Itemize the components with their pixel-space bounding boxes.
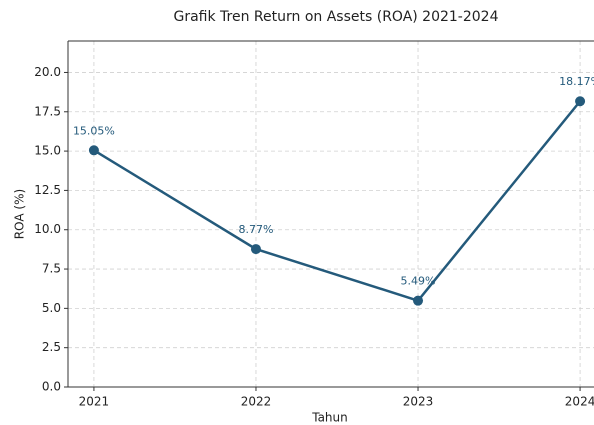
x-tick-label: 2023 [403, 395, 434, 409]
chart-title: Grafik Tren Return on Assets (ROA) 2021-… [173, 9, 498, 25]
data-label: 5.49% [401, 275, 436, 288]
data-label: 8.77% [238, 223, 273, 236]
marker [575, 96, 586, 107]
y-tick-label: 7.5 [42, 262, 61, 276]
data-label: 18.17% [559, 75, 594, 88]
y-tick-label: 0.0 [42, 380, 61, 394]
y-tick-label: 17.5 [34, 104, 61, 118]
marker [250, 244, 261, 255]
data-label: 15.05% [73, 124, 115, 137]
y-tick-label: 15.0 [34, 144, 61, 158]
y-axis-label: ROA (%) [13, 189, 27, 239]
x-axis-label: Tahun [311, 411, 348, 425]
y-tick-label: 20.0 [34, 65, 61, 79]
y-tick-label: 10.0 [34, 222, 61, 236]
x-tick-label: 2022 [241, 395, 272, 409]
y-tick-label: 5.0 [42, 301, 61, 315]
marker [413, 295, 424, 306]
y-tick-label: 12.5 [34, 183, 61, 197]
y-tick-label: 2.5 [42, 340, 61, 354]
x-tick-label: 2024 [565, 395, 594, 409]
marker [88, 145, 99, 156]
x-tick-label: 2021 [79, 395, 110, 409]
line [93, 100, 582, 303]
